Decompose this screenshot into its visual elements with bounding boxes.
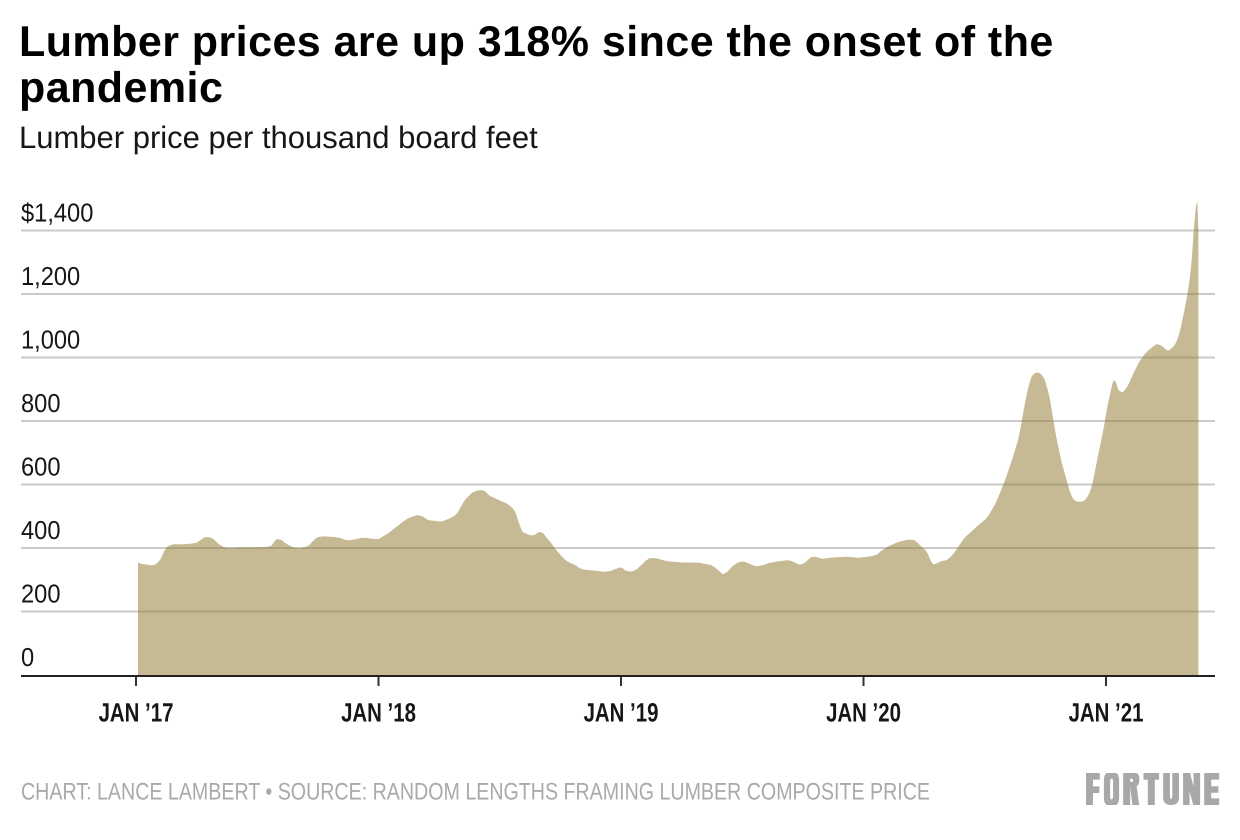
svg-text:400: 400 (21, 515, 60, 545)
svg-text:JAN ’17: JAN ’17 (99, 698, 174, 728)
svg-text:JAN ’20: JAN ’20 (826, 698, 901, 728)
svg-text:800: 800 (21, 388, 60, 418)
svg-text:JAN ’21: JAN ’21 (1069, 698, 1144, 728)
svg-text:600: 600 (21, 452, 60, 482)
svg-text:JAN ’18: JAN ’18 (341, 698, 416, 728)
svg-text:CHART: LANCE LAMBERT • SOURCE:: CHART: LANCE LAMBERT • SOURCE: RANDOM LE… (21, 778, 930, 805)
svg-text:200: 200 (21, 579, 60, 609)
svg-text:1,000: 1,000 (21, 325, 80, 355)
svg-text:JAN ’19: JAN ’19 (584, 698, 659, 728)
svg-text:$1,400: $1,400 (21, 198, 93, 228)
svg-text:0: 0 (21, 642, 34, 672)
svg-text:1,200: 1,200 (21, 261, 80, 291)
